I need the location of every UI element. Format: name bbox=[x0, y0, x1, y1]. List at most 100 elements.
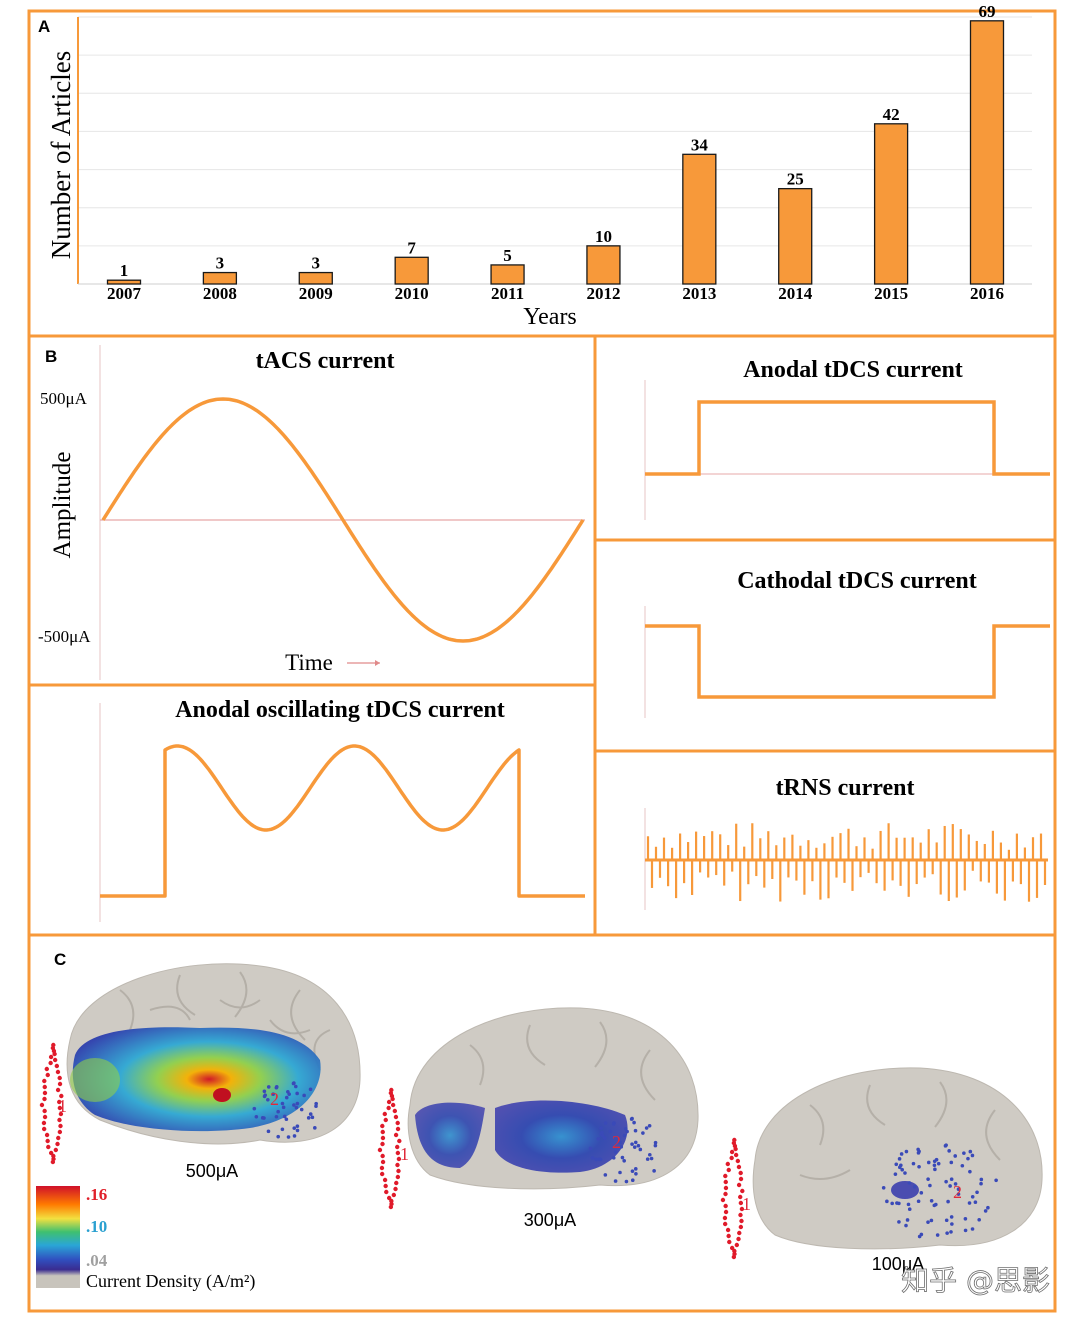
electrode-dot bbox=[904, 1223, 908, 1228]
electrode-dot bbox=[897, 1220, 901, 1224]
electrode-dot bbox=[738, 1176, 744, 1182]
electrode-dot bbox=[380, 1141, 385, 1147]
electrode-dot bbox=[623, 1126, 628, 1131]
electrode-dot bbox=[936, 1161, 941, 1166]
electrode-dot bbox=[885, 1199, 889, 1204]
electrode-dot bbox=[377, 1147, 383, 1153]
electrode-dot bbox=[963, 1216, 968, 1221]
bar-2010 bbox=[394, 256, 429, 285]
electrode-dot bbox=[380, 1129, 385, 1135]
panel-c: C 1 2 500μA 1 bbox=[36, 950, 1050, 1297]
electrode-dot bbox=[734, 1242, 740, 1248]
electrode-dot bbox=[395, 1174, 401, 1180]
electrode-dot bbox=[397, 1138, 402, 1144]
panel-borders bbox=[27, 9, 1057, 1313]
electrode-dot bbox=[994, 1178, 998, 1183]
electrode-dot bbox=[946, 1199, 950, 1204]
electrode-dot bbox=[633, 1140, 638, 1145]
bar-value-label: 3 bbox=[216, 254, 225, 273]
electrode-dot bbox=[736, 1182, 742, 1188]
electrode-dot bbox=[266, 1129, 271, 1134]
electrode-dot bbox=[740, 1188, 745, 1194]
electrode-dot bbox=[725, 1227, 731, 1233]
electrode-dot bbox=[383, 1183, 388, 1189]
brain-300: 1 2 300μA bbox=[377, 1007, 699, 1230]
x-tick-label: 2011 bbox=[491, 284, 524, 303]
electrode-dot bbox=[262, 1116, 266, 1120]
electrode-dot bbox=[57, 1117, 62, 1123]
electrode-dot bbox=[970, 1195, 975, 1199]
brain-label-100: 100μA bbox=[872, 1254, 924, 1274]
electrode-dot bbox=[396, 1156, 402, 1162]
tacs-ytick-top: 500μA bbox=[40, 389, 88, 408]
colorbar-gradient bbox=[36, 1186, 80, 1288]
tacs-plot: tACS current 500μA -500μA Amplitude Time bbox=[38, 345, 585, 680]
electrode-dot bbox=[723, 1185, 729, 1191]
electrode-dot bbox=[588, 1146, 593, 1151]
electrode-dot bbox=[723, 1203, 728, 1209]
electrode-dot bbox=[967, 1201, 972, 1205]
electrode-dot bbox=[932, 1159, 937, 1164]
electrode-cluster-2 bbox=[588, 1116, 658, 1184]
electrode-dot bbox=[934, 1202, 938, 1207]
electrode-dot bbox=[933, 1167, 937, 1172]
electrode-dot bbox=[42, 1078, 47, 1084]
panel-a-label: A bbox=[38, 17, 50, 36]
electrode-dot bbox=[284, 1095, 289, 1100]
bar-2007 bbox=[106, 279, 142, 285]
electrode-label-1: 1 bbox=[58, 1096, 67, 1116]
electrode-dot bbox=[736, 1236, 741, 1242]
electrode-dot bbox=[899, 1163, 903, 1168]
electrode-dot bbox=[722, 1221, 728, 1227]
electrode-dot bbox=[306, 1116, 311, 1120]
electrode-dot bbox=[310, 1115, 315, 1120]
electrode-dot bbox=[641, 1131, 645, 1135]
electrode-dot bbox=[904, 1149, 909, 1154]
tacs-ytick-bottom: -500μA bbox=[38, 627, 91, 646]
electrode-dot bbox=[949, 1177, 954, 1181]
electrode-dot bbox=[737, 1230, 742, 1236]
electrode-dot bbox=[893, 1172, 898, 1176]
electrode-dot bbox=[881, 1185, 886, 1190]
electrode-dot bbox=[42, 1096, 47, 1102]
cathodal-title: Cathodal tDCS current bbox=[737, 568, 977, 594]
electrode-dot bbox=[292, 1081, 296, 1085]
electrode-dot bbox=[613, 1150, 618, 1154]
colorbar-label: Current Density (A/m²) bbox=[86, 1271, 255, 1292]
electrode-dot bbox=[632, 1120, 636, 1125]
electrode-cluster-1 bbox=[377, 1087, 402, 1210]
electrode-label-1: 1 bbox=[742, 1194, 751, 1214]
electrode-dot bbox=[57, 1105, 63, 1111]
electrode-label-2: 2 bbox=[270, 1089, 279, 1109]
electrode-dot bbox=[897, 1201, 901, 1206]
electrode-dot bbox=[286, 1135, 291, 1139]
electrode-dot bbox=[979, 1177, 984, 1182]
electrode-dot bbox=[44, 1066, 49, 1072]
electrode-dot bbox=[912, 1184, 917, 1189]
electrode-dot bbox=[622, 1133, 627, 1138]
electrode-dot bbox=[919, 1191, 924, 1195]
electrode-dot bbox=[252, 1106, 257, 1111]
electrode-dot bbox=[611, 1122, 616, 1126]
electrode-dot bbox=[723, 1179, 728, 1185]
electrode-dot bbox=[395, 1126, 401, 1132]
electrode-dot bbox=[284, 1117, 289, 1122]
grid bbox=[78, 16, 1032, 247]
electrode-dot bbox=[596, 1137, 601, 1141]
trns-title: tRNS current bbox=[776, 775, 915, 801]
electrode-dot bbox=[379, 1165, 385, 1171]
electrode-dot bbox=[897, 1157, 902, 1161]
tacs-title: tACS current bbox=[256, 348, 395, 374]
electrode-dot bbox=[46, 1144, 51, 1150]
oscillating-plot: Anodal oscillating tDCS current bbox=[99, 697, 585, 922]
electrode-dot bbox=[733, 1146, 738, 1152]
electrode-dot bbox=[736, 1164, 742, 1170]
electrode-dot bbox=[618, 1140, 622, 1145]
electrode-dot bbox=[50, 1159, 56, 1165]
anodal-plot: Anodal tDCS current bbox=[644, 357, 1050, 520]
electrode-dot bbox=[280, 1101, 285, 1106]
electrode-dot bbox=[738, 1170, 743, 1176]
electrode-cluster-1 bbox=[720, 1137, 745, 1260]
electrode-dot bbox=[39, 1102, 45, 1108]
electrode-dot bbox=[45, 1138, 50, 1144]
